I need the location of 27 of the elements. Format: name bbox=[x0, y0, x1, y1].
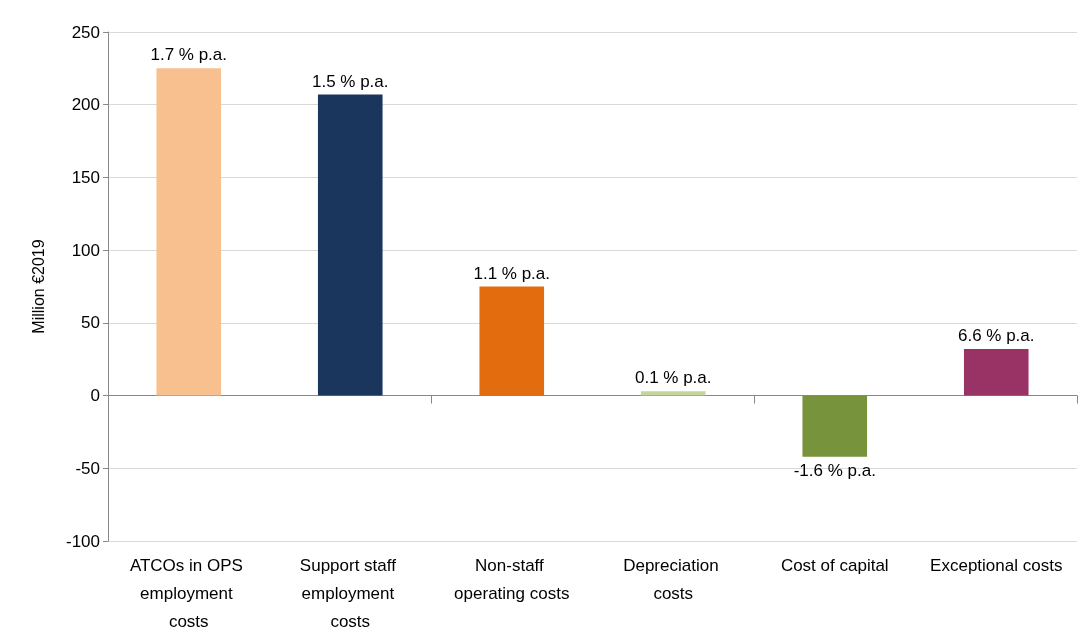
y-tick-label: 0 bbox=[90, 386, 100, 406]
bar bbox=[802, 395, 868, 457]
y-tick-label: 50 bbox=[81, 313, 100, 333]
annotation: 6.6 % p.a. bbox=[957, 326, 1035, 346]
annotation: 1.1 % p.a. bbox=[473, 263, 551, 283]
x-tick-label: Depreciation costs bbox=[623, 555, 724, 603]
y-axis-title: Million €2019 bbox=[29, 239, 47, 334]
annotation: 1.7 % p.a. bbox=[150, 45, 228, 65]
x-tick-label: Exceptional costs bbox=[930, 555, 1063, 575]
x-tick-label: ATCOs in OPS employment costs bbox=[129, 555, 248, 631]
y-tick-label: -100 bbox=[65, 531, 100, 551]
annotation: 0.1 % p.a. bbox=[634, 368, 712, 388]
x-tick-label: Cost of capital bbox=[780, 555, 889, 575]
annotation: 1.5 % p.a. bbox=[311, 71, 389, 91]
annotation: -1.6 % p.a. bbox=[793, 460, 876, 480]
y-tick-label: 250 bbox=[71, 22, 100, 42]
y-tick-label: 100 bbox=[71, 240, 100, 260]
bar bbox=[640, 391, 706, 396]
y-tick-label: 200 bbox=[71, 95, 100, 115]
y-tick-label: -50 bbox=[75, 458, 100, 478]
bar bbox=[156, 68, 222, 396]
bar bbox=[479, 286, 545, 396]
bar bbox=[963, 349, 1029, 396]
y-tick-label: 150 bbox=[71, 167, 100, 187]
x-tick-label: Support staff employment costs bbox=[299, 555, 401, 631]
x-tick-label: Non-staff operating costs bbox=[454, 555, 570, 603]
bar bbox=[317, 94, 383, 396]
